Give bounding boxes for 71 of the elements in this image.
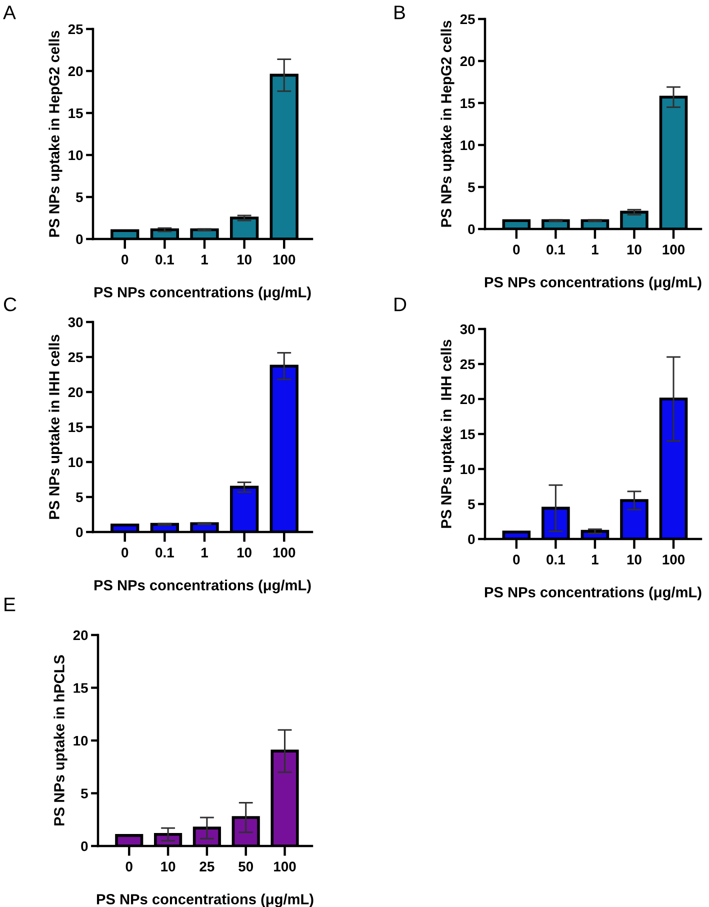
x-tick-label: 0.1 bbox=[546, 554, 565, 564]
chart-title: B bbox=[394, 6, 405, 20]
x-tick-label: 10 bbox=[237, 254, 252, 264]
y-tick-label: 30 bbox=[460, 324, 475, 334]
x-tick-label: 0.1 bbox=[546, 244, 565, 254]
y-axis-title: PS NPs uptake in IHH cells bbox=[440, 340, 454, 528]
x-tick-label: 1 bbox=[592, 244, 598, 254]
x-axis-title: PS NPs concentrations (μg/mL) bbox=[94, 580, 311, 594]
x-tick-label: 100 bbox=[662, 244, 685, 254]
x-tick-label: 100 bbox=[273, 548, 296, 558]
y-tick-label: 25 bbox=[460, 14, 475, 24]
x-tick-label: 100 bbox=[273, 254, 296, 264]
y-axis-title: PS NPs uptake in HepG2 cells bbox=[440, 20, 454, 227]
y-tick-label: 0 bbox=[76, 234, 83, 244]
x-tick-label: 0 bbox=[513, 244, 520, 254]
y-tick-label: 5 bbox=[80, 788, 88, 798]
x-axis-title: PS NPs concentrations (μg/mL) bbox=[96, 894, 314, 907]
y-tick-label: 5 bbox=[76, 192, 83, 202]
y-tick-label: 30 bbox=[68, 317, 83, 328]
y-tick-label: 25 bbox=[68, 24, 83, 34]
y-tick-label: 20 bbox=[73, 630, 88, 640]
x-axis-title: PS NPs concentrations (μg/mL) bbox=[94, 286, 311, 300]
y-tick-label: 25 bbox=[68, 352, 83, 362]
x-tick-label: 1 bbox=[202, 548, 208, 558]
x-tick-label: 0 bbox=[122, 548, 128, 558]
x-tick-label: 10 bbox=[627, 554, 642, 564]
y-tick-label: 20 bbox=[68, 387, 83, 398]
y-tick-label: 5 bbox=[76, 492, 83, 502]
y-tick-label: 20 bbox=[460, 56, 475, 66]
y-tick-label: 10 bbox=[460, 464, 475, 474]
y-tick-label: 0 bbox=[468, 534, 475, 544]
y-tick-label: 5 bbox=[468, 499, 475, 510]
x-tick-label: 50 bbox=[238, 862, 254, 872]
chart-title: A bbox=[3, 6, 16, 20]
y-tick-label: 15 bbox=[460, 429, 475, 440]
y-tick-label: 10 bbox=[68, 457, 83, 468]
x-tick-label: 10 bbox=[627, 244, 642, 254]
x-tick-label: 1 bbox=[592, 554, 598, 564]
y-tick-label: 20 bbox=[68, 66, 83, 76]
x-axis-title: PS NPs concentrations (μg/mL) bbox=[484, 276, 702, 290]
x-tick-label: 100 bbox=[274, 862, 296, 872]
x-tick-label: 10 bbox=[161, 862, 176, 872]
y-tick-label: 0 bbox=[468, 224, 475, 234]
y-axis-title: PS NPs uptake in IHH cells bbox=[48, 334, 62, 519]
y-tick-label: 10 bbox=[68, 150, 83, 160]
y-tick-label: 5 bbox=[468, 182, 475, 192]
y-tick-label: 20 bbox=[460, 394, 475, 404]
chart-title: D bbox=[394, 298, 406, 312]
x-tick-label: 100 bbox=[662, 554, 685, 564]
y-tick-label: 10 bbox=[74, 736, 88, 746]
x-tick-label: 0 bbox=[513, 554, 520, 564]
x-tick-label: 25 bbox=[200, 862, 214, 872]
x-tick-label: 10 bbox=[237, 548, 252, 558]
y-tick-label: 10 bbox=[460, 140, 475, 150]
y-axis-title: PS NPs uptake in HepG2 cells bbox=[48, 30, 62, 237]
y-tick-label: 0 bbox=[81, 841, 88, 852]
chart-title: C bbox=[4, 298, 16, 312]
y-tick-label: 25 bbox=[460, 359, 475, 370]
y-tick-label: 15 bbox=[68, 108, 83, 118]
x-tick-label: 1 bbox=[202, 254, 208, 264]
y-tick-label: 15 bbox=[74, 683, 88, 693]
x-axis-title: PS NPs concentrations (μg/mL) bbox=[484, 586, 702, 600]
chart-title: E bbox=[4, 598, 16, 612]
x-tick-label: 0.1 bbox=[156, 548, 174, 558]
x-tick-label: 0 bbox=[122, 254, 128, 264]
y-tick-label: 0 bbox=[76, 527, 83, 538]
x-tick-label: 0.1 bbox=[156, 254, 174, 264]
y-axis-title: PS NPs uptake in hPCLS bbox=[54, 655, 68, 826]
y-tick-label: 15 bbox=[460, 98, 475, 108]
x-tick-label: 0 bbox=[126, 862, 132, 872]
y-tick-label: 15 bbox=[68, 422, 83, 432]
